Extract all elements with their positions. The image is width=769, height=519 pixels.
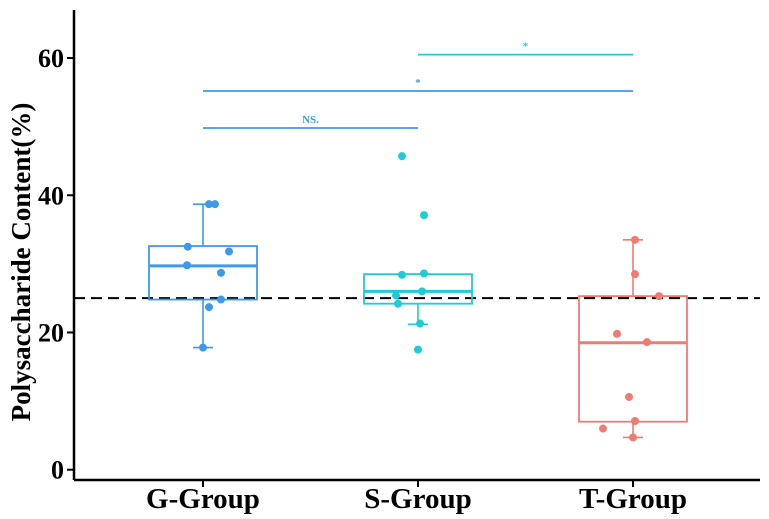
- s-group-point: [420, 269, 428, 278]
- s-group-point: [398, 152, 406, 161]
- t-group-point: [629, 433, 637, 442]
- t-group-point: [625, 392, 633, 401]
- s-group-point: [414, 345, 422, 354]
- y-tick-label: 60: [38, 44, 64, 73]
- g-group-point: [183, 242, 192, 251]
- t-group-point: [655, 292, 663, 301]
- t-group-point: [643, 338, 651, 347]
- g-group-point: [199, 343, 207, 352]
- axis-layer: 0 20 40 60 G-Group S-Group T-Group: [38, 10, 760, 515]
- g-group-point: [217, 268, 225, 277]
- t-group-point: [613, 329, 621, 338]
- y-tick-label: 0: [51, 456, 64, 485]
- g-group-point: [205, 303, 213, 312]
- g-group-point: [205, 200, 213, 209]
- g-group-point: [211, 200, 219, 209]
- y-tick-label: 40: [38, 181, 64, 210]
- s-group-point: [398, 270, 406, 279]
- x-tick-label: S-Group: [364, 483, 471, 515]
- y-tick-label: 20: [38, 318, 64, 347]
- s-group-point: [420, 211, 428, 220]
- point-layer: [183, 152, 663, 442]
- s-group-point: [418, 287, 426, 296]
- g-group-point: [217, 295, 225, 304]
- s-group-box: [363, 273, 473, 305]
- significance-layer: NS. * *: [203, 41, 633, 129]
- comparison-label: *: [415, 77, 421, 89]
- t-group-box: [578, 295, 688, 423]
- g-group-point: [183, 261, 191, 270]
- t-group-point: [631, 270, 639, 279]
- s-group-point: [416, 319, 424, 328]
- x-tick-label: T-Group: [579, 483, 687, 515]
- g-group-point: [225, 247, 233, 256]
- comparison-label: NS.: [302, 114, 319, 126]
- s-group-point: [392, 291, 400, 300]
- t-group-point: [631, 235, 639, 244]
- comparison-label: *: [523, 41, 529, 53]
- s-group-point: [394, 299, 402, 308]
- g-group-box: [148, 245, 258, 301]
- y-axis-label: Polysaccharide Content(%): [6, 103, 36, 422]
- x-tick-label: G-Group: [146, 483, 260, 515]
- t-group-point: [599, 424, 607, 433]
- t-group-point: [631, 416, 639, 425]
